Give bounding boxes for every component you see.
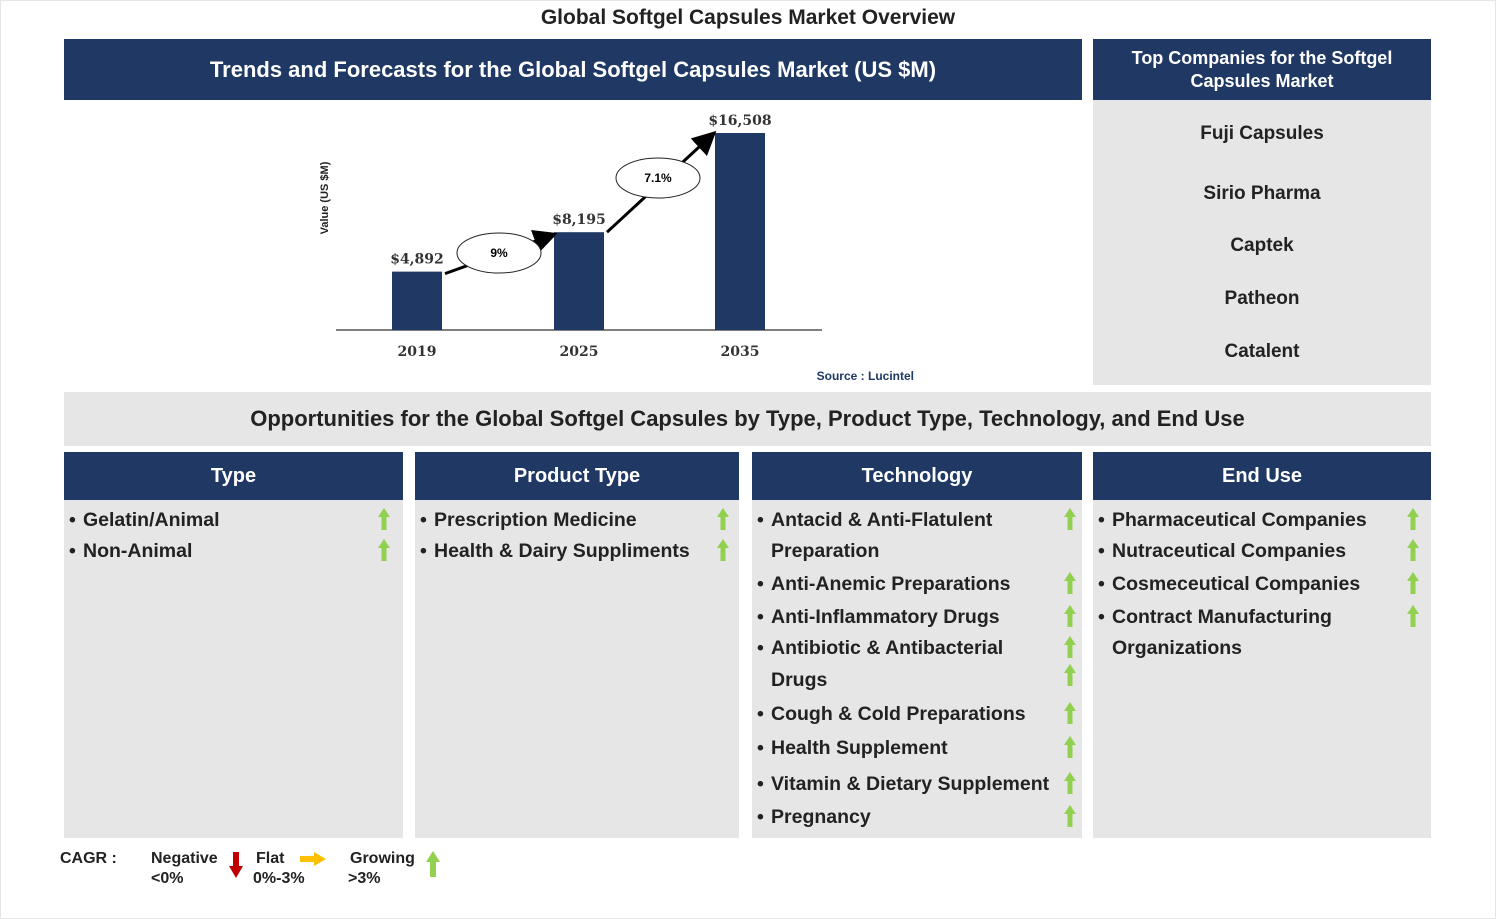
bullet: • — [757, 806, 764, 828]
x-tick-label: 2019 — [398, 344, 437, 360]
list-item-label: Pharmaceutical Companies — [1112, 509, 1367, 531]
up-arrow-icon — [1064, 805, 1076, 827]
bar — [715, 133, 765, 330]
cagr-ellipse — [456, 232, 542, 274]
up-arrow-icon — [1407, 508, 1419, 530]
column-header-end-use: End Use — [1093, 452, 1431, 500]
right-arrow-icon — [300, 852, 326, 866]
bullet: • — [1098, 606, 1105, 628]
legend-label: CAGR : — [60, 850, 117, 867]
company-item: Sirio Pharma — [1203, 183, 1321, 204]
up-arrow-icon — [1064, 636, 1076, 658]
up-arrow-icon — [426, 851, 440, 877]
up-arrow-icon — [1407, 572, 1419, 594]
legend-growing-range: >3% — [348, 870, 381, 887]
up-arrow-icon — [1407, 539, 1419, 561]
legend-negative-name: Negative — [151, 850, 218, 867]
top-companies-list: Fuji Capsules Sirio Pharma Captek Patheo… — [1093, 100, 1431, 385]
up-arrow-icon — [717, 508, 729, 530]
list-item-label: Contract Manufacturing — [1112, 606, 1332, 628]
up-arrow-icon — [378, 539, 390, 561]
top-companies-header: Top Companies for the Softgel Capsules M… — [1093, 39, 1431, 100]
list-item-label: Prescription Medicine — [434, 509, 637, 531]
trend-header: Trends and Forecasts for the Global Soft… — [64, 39, 1082, 100]
bullet: • — [69, 540, 76, 562]
column-body-product-type: • Prescription Medicine • Health & Dairy Su… — [415, 500, 739, 838]
legend-flat-range: 0%-3% — [253, 870, 305, 887]
legend-negative-range: <0% — [151, 870, 184, 887]
market-chart: Value (US $M) $4,892 2019 $8,195 2025 $16,508… — [300, 100, 940, 390]
list-item-label: Cough & Cold Preparations — [771, 703, 1026, 725]
up-arrow-icon — [1064, 605, 1076, 627]
bullet: • — [69, 509, 76, 531]
up-arrow-icon — [1407, 605, 1419, 627]
list-item-label: Vitamin & Dietary Supplement — [771, 773, 1050, 795]
company-item: Patheon — [1224, 288, 1300, 309]
bullet: • — [757, 773, 764, 795]
down-arrow-icon — [229, 852, 243, 878]
list-item-label: Gelatin/Animal — [83, 509, 220, 531]
up-arrow-icon — [1064, 736, 1076, 758]
bar — [554, 232, 604, 330]
bullet: • — [1098, 573, 1105, 595]
y-axis-label: Value (US $M) — [319, 161, 331, 234]
cagr-ellipse — [615, 157, 701, 199]
bullet: • — [757, 703, 764, 725]
up-arrow-icon — [1064, 772, 1076, 794]
list-item-label: Non-Animal — [83, 540, 193, 562]
column-body-type: • Gelatin/Animal • Non-Animal — [64, 500, 403, 838]
cagr-label: 9% — [490, 246, 508, 260]
company-item: Captek — [1230, 235, 1294, 256]
list-item-label: Anti-Anemic Preparations — [771, 573, 1011, 595]
company-item: Catalent — [1224, 341, 1300, 362]
source-label: Source : Lucintel — [817, 369, 914, 383]
up-arrow-icon — [378, 508, 390, 530]
x-tick-label: 2035 — [721, 344, 760, 360]
bullet: • — [420, 540, 427, 562]
list-item-label: Health Supplement — [771, 737, 948, 759]
column-header-technology: Technology — [752, 452, 1082, 500]
up-arrow-icon — [1064, 572, 1076, 594]
column-body-technology: • Antacid & Anti-Flatulent Preparation • Ant… — [752, 500, 1082, 838]
up-arrow-icon — [717, 539, 729, 561]
bullet: • — [757, 509, 764, 531]
bar-value-label: $16,508 — [708, 113, 771, 129]
up-arrow-icon — [1064, 508, 1076, 530]
bullet: • — [1098, 509, 1105, 531]
list-item-label: Organizations — [1112, 637, 1243, 659]
up-arrow-icon — [1064, 702, 1076, 724]
bullet: • — [1098, 540, 1105, 562]
list-item-label: Antacid & Anti-Flatulent — [771, 509, 993, 531]
x-tick-label: 2025 — [560, 344, 599, 360]
bullet: • — [757, 606, 764, 628]
bullet: • — [757, 573, 764, 595]
list-item-label: Antibiotic & Antibacterial — [771, 637, 1004, 659]
list-item-label: Preparation — [771, 540, 880, 562]
column-header-product-type: Product Type — [415, 452, 739, 500]
bar-value-label: $8,195 — [552, 212, 606, 228]
bar-chart-svg: Value (US $M) $4,892 2019 $8,195 2025 $16,508… — [319, 113, 914, 383]
list-item-label: Health & Dairy Suppliments — [434, 540, 690, 562]
legend-flat-name: Flat — [256, 850, 285, 867]
list-item-label: Cosmeceutical Companies — [1112, 573, 1361, 595]
page-title: Global Softgel Capsules Market Overview — [540, 6, 956, 29]
cagr-legend: CAGR : Negative <0% Flat 0%-3% Growing >… — [60, 848, 480, 898]
legend-growing-name: Growing — [350, 850, 415, 867]
bar-value-label: $4,892 — [390, 252, 444, 268]
bullet: • — [420, 509, 427, 531]
list-item-label: Nutraceutical Companies — [1112, 540, 1347, 562]
bullet: • — [757, 737, 764, 759]
cagr-label: 7.1% — [644, 171, 672, 185]
up-arrow-icon — [1064, 664, 1076, 686]
opportunities-header: Opportunities for the Global Softgel Cap… — [64, 392, 1431, 446]
list-item-label: Anti-Inflammatory Drugs — [771, 606, 1000, 628]
bullet: • — [757, 637, 764, 659]
company-item: Fuji Capsules — [1200, 123, 1324, 144]
bar — [392, 271, 442, 330]
column-body-end-use: • Pharmaceutical Companies • Nutraceutical … — [1093, 500, 1431, 838]
column-header-type: Type — [64, 452, 403, 500]
list-item-label: Pregnancy — [771, 806, 871, 828]
list-item-label: Drugs — [771, 669, 828, 691]
